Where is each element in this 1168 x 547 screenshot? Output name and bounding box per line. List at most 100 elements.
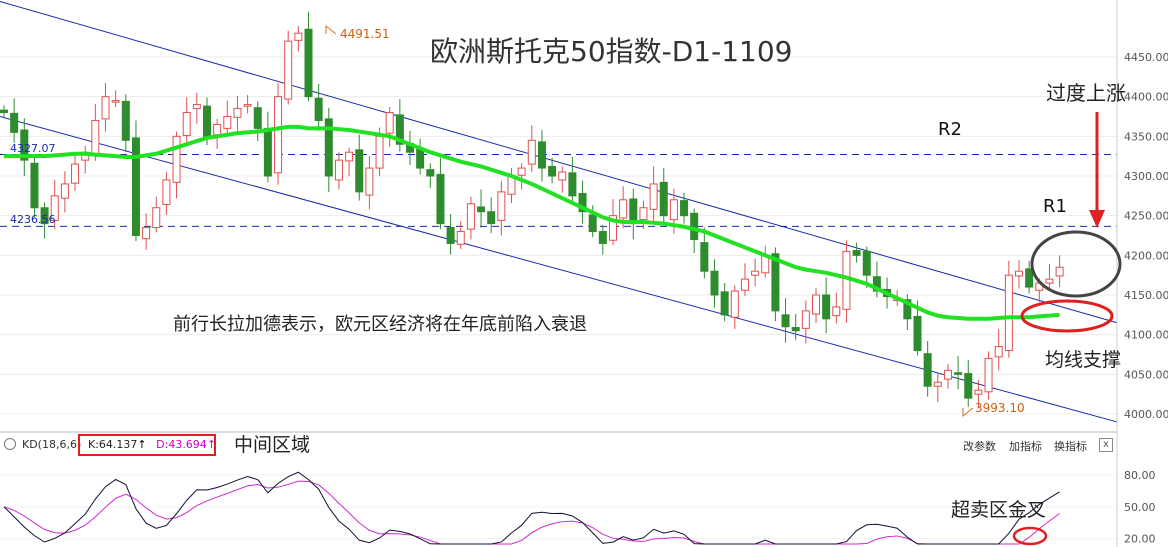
add-indicator-button[interactable]: 加指标 xyxy=(1009,440,1042,453)
indicator-tick-label: 50.00 xyxy=(1124,501,1156,514)
d-value: D:43.694 xyxy=(156,438,207,451)
candle-up xyxy=(466,203,475,230)
candle-down xyxy=(10,112,19,133)
candle-up xyxy=(933,381,942,387)
candle-up xyxy=(172,135,181,183)
candle-up xyxy=(284,40,293,100)
candle-up xyxy=(609,215,617,241)
r1-label: R1 xyxy=(1043,196,1067,217)
settings-icon[interactable] xyxy=(4,438,16,450)
channel-upper-line xyxy=(0,0,1118,324)
overbought-annotation: 过度上涨 xyxy=(1046,81,1126,105)
recession-annotation: 前行长拉加德表示，欧元区经济将在年底前陷入衰退 xyxy=(173,314,587,335)
indicator-values-box: K:64.137↑ D:43.694↑ xyxy=(78,434,216,456)
candle-down xyxy=(324,118,333,177)
candle-down xyxy=(791,327,800,332)
candle-down xyxy=(477,206,486,213)
candle-down xyxy=(690,212,699,240)
candle-up xyxy=(111,100,120,103)
golden-cross-annotation: 超卖区金叉 xyxy=(951,499,1046,521)
chart-grid xyxy=(0,56,1117,415)
horizontal-levels xyxy=(0,154,1117,227)
candle-down xyxy=(720,291,729,316)
candle-up xyxy=(152,207,161,229)
candle-up xyxy=(456,231,465,245)
price-tick-label: 4400.00 xyxy=(1124,91,1168,104)
candle-up xyxy=(943,369,952,380)
candle-down xyxy=(314,97,323,121)
candle-up xyxy=(751,270,760,276)
candle-up xyxy=(162,179,171,206)
candle-up xyxy=(334,159,343,181)
candle-up xyxy=(730,290,739,318)
candle-up xyxy=(101,96,110,120)
candle-down xyxy=(537,141,546,169)
candle-down xyxy=(1025,268,1034,288)
candle-up xyxy=(71,163,80,184)
close-icon[interactable]: x xyxy=(1099,438,1113,452)
candle-up xyxy=(60,183,69,199)
candle-up xyxy=(213,123,222,136)
candle-up xyxy=(223,116,232,129)
indicator-axis: 20.00 50.00 80.00 xyxy=(1124,469,1156,546)
candle-up xyxy=(619,199,628,219)
price-tick-label: 4100.00 xyxy=(1124,329,1168,342)
candle-up xyxy=(274,96,283,174)
candle-down xyxy=(578,192,587,213)
d-line xyxy=(3,480,1060,545)
price-tick-label: 4150.00 xyxy=(1124,289,1168,302)
price-tick-label: 4050.00 xyxy=(1124,368,1168,381)
candle-up xyxy=(994,346,1003,358)
price-tick-label: 4450.00 xyxy=(1124,51,1168,64)
d-up-arrow: ↑ xyxy=(206,438,217,451)
golden-cross-ellipse xyxy=(1012,526,1048,546)
candle-down xyxy=(203,105,211,137)
candle-down xyxy=(436,173,445,225)
candle-down xyxy=(568,172,577,197)
candle-up xyxy=(527,139,536,165)
candle-down xyxy=(964,373,973,399)
candle-up xyxy=(375,135,384,169)
candle-down xyxy=(446,227,455,244)
r2-level-label: 4327.07 xyxy=(10,142,56,155)
candle-down xyxy=(700,242,709,272)
candle-up xyxy=(1055,266,1064,277)
candle-down xyxy=(121,100,130,141)
candle-up xyxy=(812,294,820,315)
candle-up xyxy=(345,151,354,162)
change-params-button[interactable]: 改参数 xyxy=(963,440,996,453)
candle-up xyxy=(517,167,526,176)
candle-up xyxy=(639,207,648,221)
middle-zone-annotation: 中间区域 xyxy=(234,434,310,456)
candle-down xyxy=(40,207,49,225)
indicator-tick-label: 20.00 xyxy=(1124,533,1156,546)
price-tick-label: 4250.00 xyxy=(1124,210,1168,223)
red-arrow-head xyxy=(1089,210,1105,228)
r2-label: R2 xyxy=(938,119,962,140)
candle-down xyxy=(598,231,607,244)
candle-up xyxy=(649,183,658,210)
chart-title: 欧洲斯托克50指数-D1-1109 xyxy=(430,35,793,68)
indicator-name: KD(18,6,6) xyxy=(22,438,82,451)
low-marker-arrow xyxy=(962,407,974,418)
candle-up xyxy=(832,306,841,317)
candle-up xyxy=(182,112,191,137)
candle-down xyxy=(954,372,963,375)
switch-indicator-button[interactable]: 换指标 xyxy=(1054,440,1087,453)
candle-down xyxy=(0,109,8,114)
k-line xyxy=(3,471,1060,545)
candle-up xyxy=(558,171,567,181)
k-value: K:64.137 xyxy=(88,438,138,451)
candle-up xyxy=(974,389,983,395)
candle-down xyxy=(304,28,313,98)
candle-down xyxy=(395,114,404,145)
candle-down xyxy=(548,165,557,177)
price-tick-label: 4300.00 xyxy=(1124,170,1168,183)
candle-up xyxy=(91,119,100,155)
kd-indicator-panel xyxy=(0,471,1117,545)
r1-level-label: 4236.56 xyxy=(10,213,56,226)
candlesticks xyxy=(0,11,1064,409)
candle-down xyxy=(822,294,831,320)
candle-up xyxy=(192,104,201,110)
